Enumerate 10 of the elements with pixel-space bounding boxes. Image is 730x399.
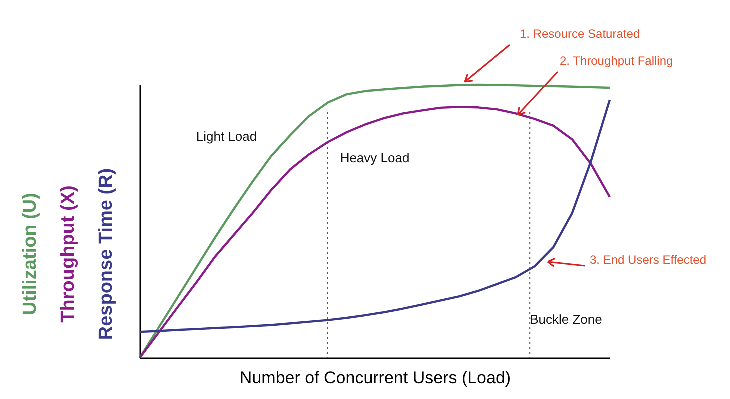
text: Utilization (U) bbox=[20, 193, 41, 316]
text: Throughput (X) bbox=[58, 186, 79, 323]
annotation: Light Load bbox=[196, 128, 258, 144]
text: 1. Resource Saturated bbox=[520, 27, 640, 41]
annotation: 3. End Users Effected bbox=[590, 253, 707, 267]
x-axis-title: Number of Concurrent Users (Load) bbox=[240, 368, 512, 388]
annotation: Buckle Zone bbox=[530, 312, 602, 327]
text: Response Time (R) bbox=[96, 168, 117, 340]
annotation: Heavy Load bbox=[340, 150, 410, 166]
text: 2. Throughput Falling bbox=[560, 54, 674, 68]
